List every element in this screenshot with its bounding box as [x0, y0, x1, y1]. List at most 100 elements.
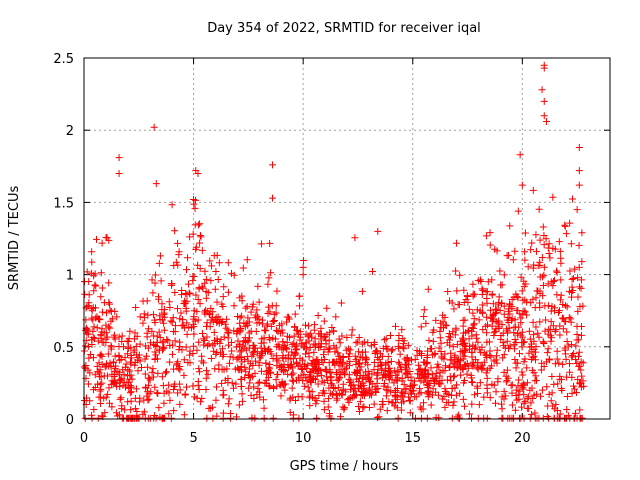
data-point	[352, 339, 360, 347]
data-point	[539, 223, 547, 231]
data-point	[385, 372, 393, 380]
data-point	[95, 315, 103, 323]
data-point	[420, 306, 428, 314]
data-point	[194, 170, 202, 178]
data-point	[524, 263, 532, 271]
data-point	[415, 361, 423, 369]
data-point	[133, 332, 141, 340]
data-point	[521, 397, 529, 405]
data-point	[366, 377, 374, 385]
data-point	[354, 348, 362, 356]
data-point	[437, 339, 445, 347]
data-point	[429, 385, 437, 393]
data-point	[537, 366, 545, 374]
data-point	[463, 360, 471, 368]
data-point	[298, 393, 306, 401]
data-point	[202, 386, 210, 394]
data-point	[219, 293, 227, 301]
data-point	[170, 407, 178, 415]
data-point	[98, 308, 106, 316]
data-point	[504, 307, 512, 315]
data-point	[265, 274, 273, 282]
data-point	[328, 381, 336, 389]
data-point	[512, 290, 520, 298]
data-point	[536, 258, 544, 266]
data-point	[364, 367, 372, 375]
data-point	[149, 365, 157, 373]
data-point	[159, 337, 167, 345]
data-point	[539, 282, 547, 290]
data-point	[486, 352, 494, 360]
data-point	[423, 351, 431, 359]
data-point	[107, 317, 115, 325]
data-point	[370, 400, 378, 408]
data-point	[176, 386, 184, 394]
data-point	[174, 261, 182, 269]
data-point	[239, 264, 247, 272]
data-point	[224, 379, 232, 387]
data-point	[460, 341, 468, 349]
data-point	[355, 408, 363, 416]
data-point	[304, 361, 312, 369]
data-point	[307, 373, 315, 381]
data-point	[529, 186, 537, 194]
data-point	[545, 240, 553, 248]
data-point	[97, 385, 105, 393]
data-point	[357, 383, 365, 391]
data-point	[460, 329, 468, 337]
data-point	[98, 284, 106, 292]
data-point	[214, 275, 222, 283]
data-point	[483, 381, 491, 389]
data-point	[210, 328, 218, 336]
data-point	[421, 375, 429, 383]
data-point	[236, 314, 244, 322]
data-point	[330, 342, 338, 350]
data-point	[81, 414, 89, 422]
data-point	[325, 395, 333, 403]
data-point	[288, 384, 296, 392]
data-point	[555, 309, 563, 317]
data-point	[238, 390, 246, 398]
data-point	[194, 316, 202, 324]
data-point	[98, 239, 106, 247]
data-point	[446, 341, 454, 349]
data-point	[456, 271, 464, 279]
data-point	[208, 262, 216, 270]
data-point	[215, 361, 223, 369]
data-point	[83, 303, 91, 311]
data-point	[260, 414, 268, 422]
data-point	[566, 267, 574, 275]
data-point	[123, 378, 131, 386]
data-point	[191, 317, 199, 325]
data-point	[306, 402, 314, 410]
data-point	[186, 290, 194, 298]
data-point	[203, 333, 211, 341]
data-point	[351, 352, 359, 360]
data-point	[160, 414, 168, 422]
data-point	[476, 379, 484, 387]
data-point	[213, 383, 221, 391]
data-point	[488, 380, 496, 388]
data-point	[461, 346, 469, 354]
data-point	[535, 414, 543, 422]
data-point	[373, 375, 381, 383]
data-point	[116, 395, 124, 403]
data-point	[131, 361, 139, 369]
data-point	[553, 268, 561, 276]
data-point	[527, 356, 535, 364]
data-point	[451, 351, 459, 359]
data-point	[558, 386, 566, 394]
data-point	[221, 320, 229, 328]
data-point	[242, 337, 250, 345]
data-point	[153, 338, 161, 346]
data-point	[192, 291, 200, 299]
data-point	[450, 305, 458, 313]
data-point	[427, 401, 435, 409]
data-point	[205, 340, 213, 348]
data-point	[469, 280, 477, 288]
data-point	[400, 381, 408, 389]
data-point	[331, 359, 339, 367]
data-point	[320, 346, 328, 354]
data-point	[565, 314, 573, 322]
data-point	[279, 338, 287, 346]
